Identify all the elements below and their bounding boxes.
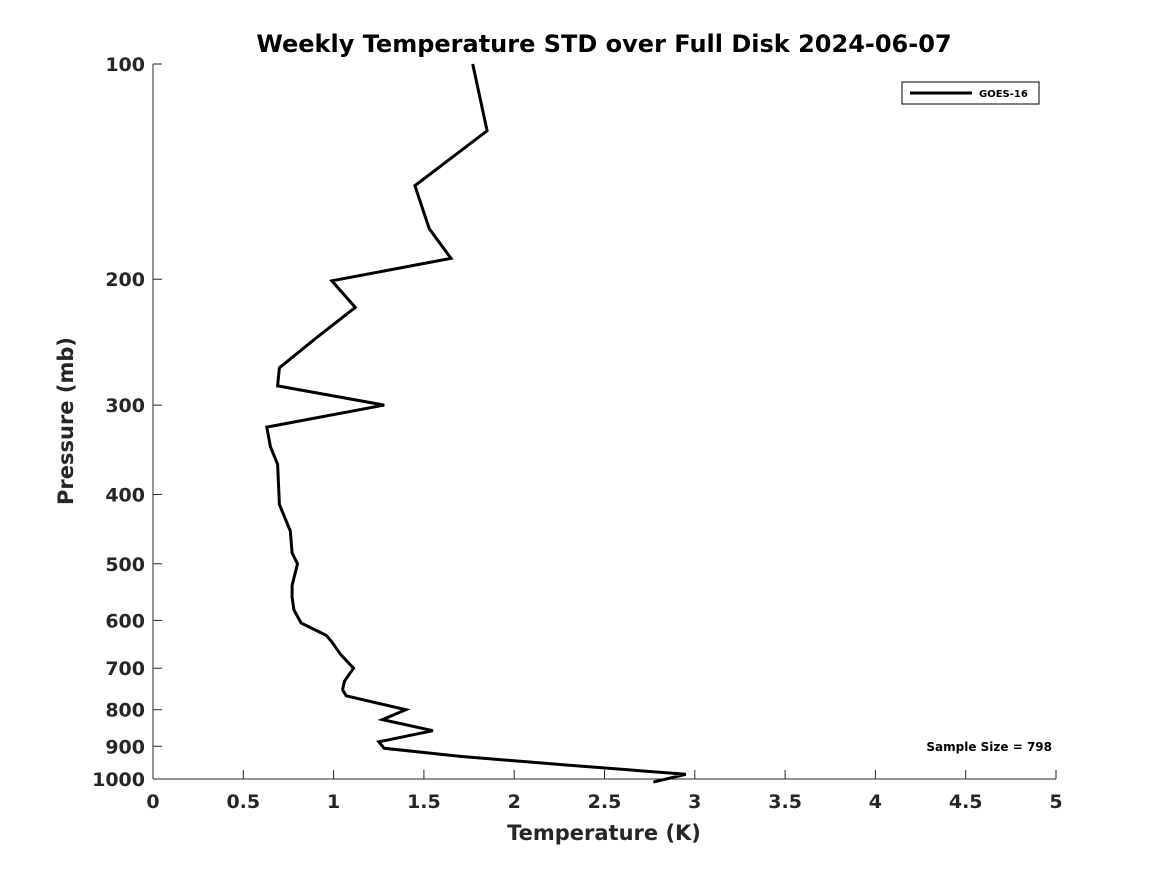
- y-tick-label: 900: [105, 736, 145, 758]
- x-axis-ticks: 0 0.5 1 1.5 2 2.5 3 3.5 4 4.5 5: [146, 770, 1063, 813]
- y-tick-label: 500: [105, 554, 145, 576]
- y-tick-label: 1000: [92, 769, 145, 791]
- chart-title: Weekly Temperature STD over Full Disk 20…: [256, 30, 951, 58]
- x-tick-label: 1.5: [407, 791, 441, 813]
- x-tick-label: 4.5: [949, 791, 983, 813]
- y-tick-label: 700: [105, 658, 145, 680]
- legend: GOES-16: [901, 81, 1040, 105]
- y-tick-label: 600: [105, 610, 145, 632]
- x-tick-label: 3.5: [768, 791, 802, 813]
- legend-label-goes16: GOES-16: [979, 89, 1028, 100]
- x-tick-label: 1: [327, 791, 340, 813]
- x-tick-label: 3: [688, 791, 701, 813]
- x-tick-label: 0.5: [226, 791, 260, 813]
- x-axis-label: Temperature (K): [507, 821, 701, 845]
- x-tick-label: 0: [146, 791, 159, 813]
- x-tick-label: 2.5: [588, 791, 622, 813]
- x-tick-label: 2: [508, 791, 521, 813]
- y-tick-label: 100: [105, 54, 145, 76]
- y-tick-label: 400: [105, 484, 145, 506]
- y-tick-label: 800: [105, 700, 145, 722]
- y-axis-ticks: 100 200 300 400 500 600 700 800 900 1000: [92, 54, 162, 791]
- x-tick-label: 5: [1049, 791, 1062, 813]
- y-axis-label: Pressure (mb): [54, 337, 78, 505]
- y-tick-label: 300: [105, 395, 145, 417]
- x-tick-label: 4: [869, 791, 882, 813]
- sample-size-annotation: Sample Size = 798: [926, 740, 1052, 754]
- series-line-goes16: [265, 63, 687, 784]
- y-tick-label: 200: [105, 269, 145, 291]
